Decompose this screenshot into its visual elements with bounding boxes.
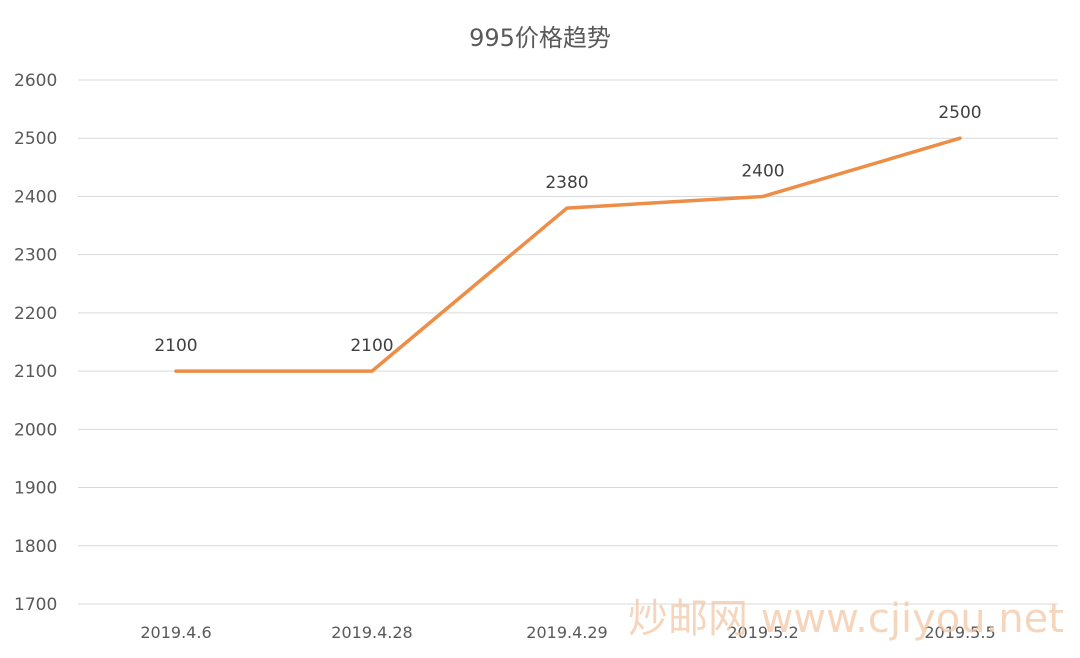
y-tick-label: 2500 (14, 129, 57, 149)
y-axis-tick-labels: 1700 1800 1900 2000 2100 2200 2300 2400 2500 2600 (14, 71, 57, 615)
y-tick-label: 2200 (14, 304, 57, 324)
data-label: 2400 (741, 161, 784, 181)
data-label: 2500 (938, 103, 981, 123)
chart-title: 995价格趋势 (469, 24, 611, 52)
y-tick-label: 1900 (14, 479, 57, 499)
data-label: 2100 (154, 336, 197, 356)
watermark-text: 炒邮网 www.cjiyou.net (628, 596, 1064, 642)
y-tick-label: 2000 (14, 420, 57, 440)
series-line (174, 136, 962, 373)
x-tick-label: 2019.4.28 (331, 623, 412, 642)
x-tick-label: 2019.4.29 (526, 623, 607, 642)
data-label: 2380 (545, 173, 588, 193)
gridlines (78, 79, 1058, 605)
y-tick-label: 1700 (14, 595, 57, 615)
x-axis-tick-labels: 2019.4.6 2019.4.28 2019.4.29 2019.5.2 2019.5… (140, 623, 995, 642)
y-tick-label: 1800 (14, 537, 57, 557)
y-tick-label: 2600 (14, 71, 57, 91)
data-label: 2100 (350, 336, 393, 356)
series-line-group (174, 136, 962, 373)
y-tick-label: 2400 (14, 187, 57, 207)
y-tick-label: 2100 (14, 362, 57, 382)
y-tick-label: 2300 (14, 246, 57, 266)
x-tick-label: 2019.5.5 (924, 623, 995, 642)
x-tick-label: 2019.5.2 (727, 623, 798, 642)
x-tick-label: 2019.4.6 (140, 623, 211, 642)
data-labels: 2100 2100 2380 2400 2500 (154, 103, 981, 356)
